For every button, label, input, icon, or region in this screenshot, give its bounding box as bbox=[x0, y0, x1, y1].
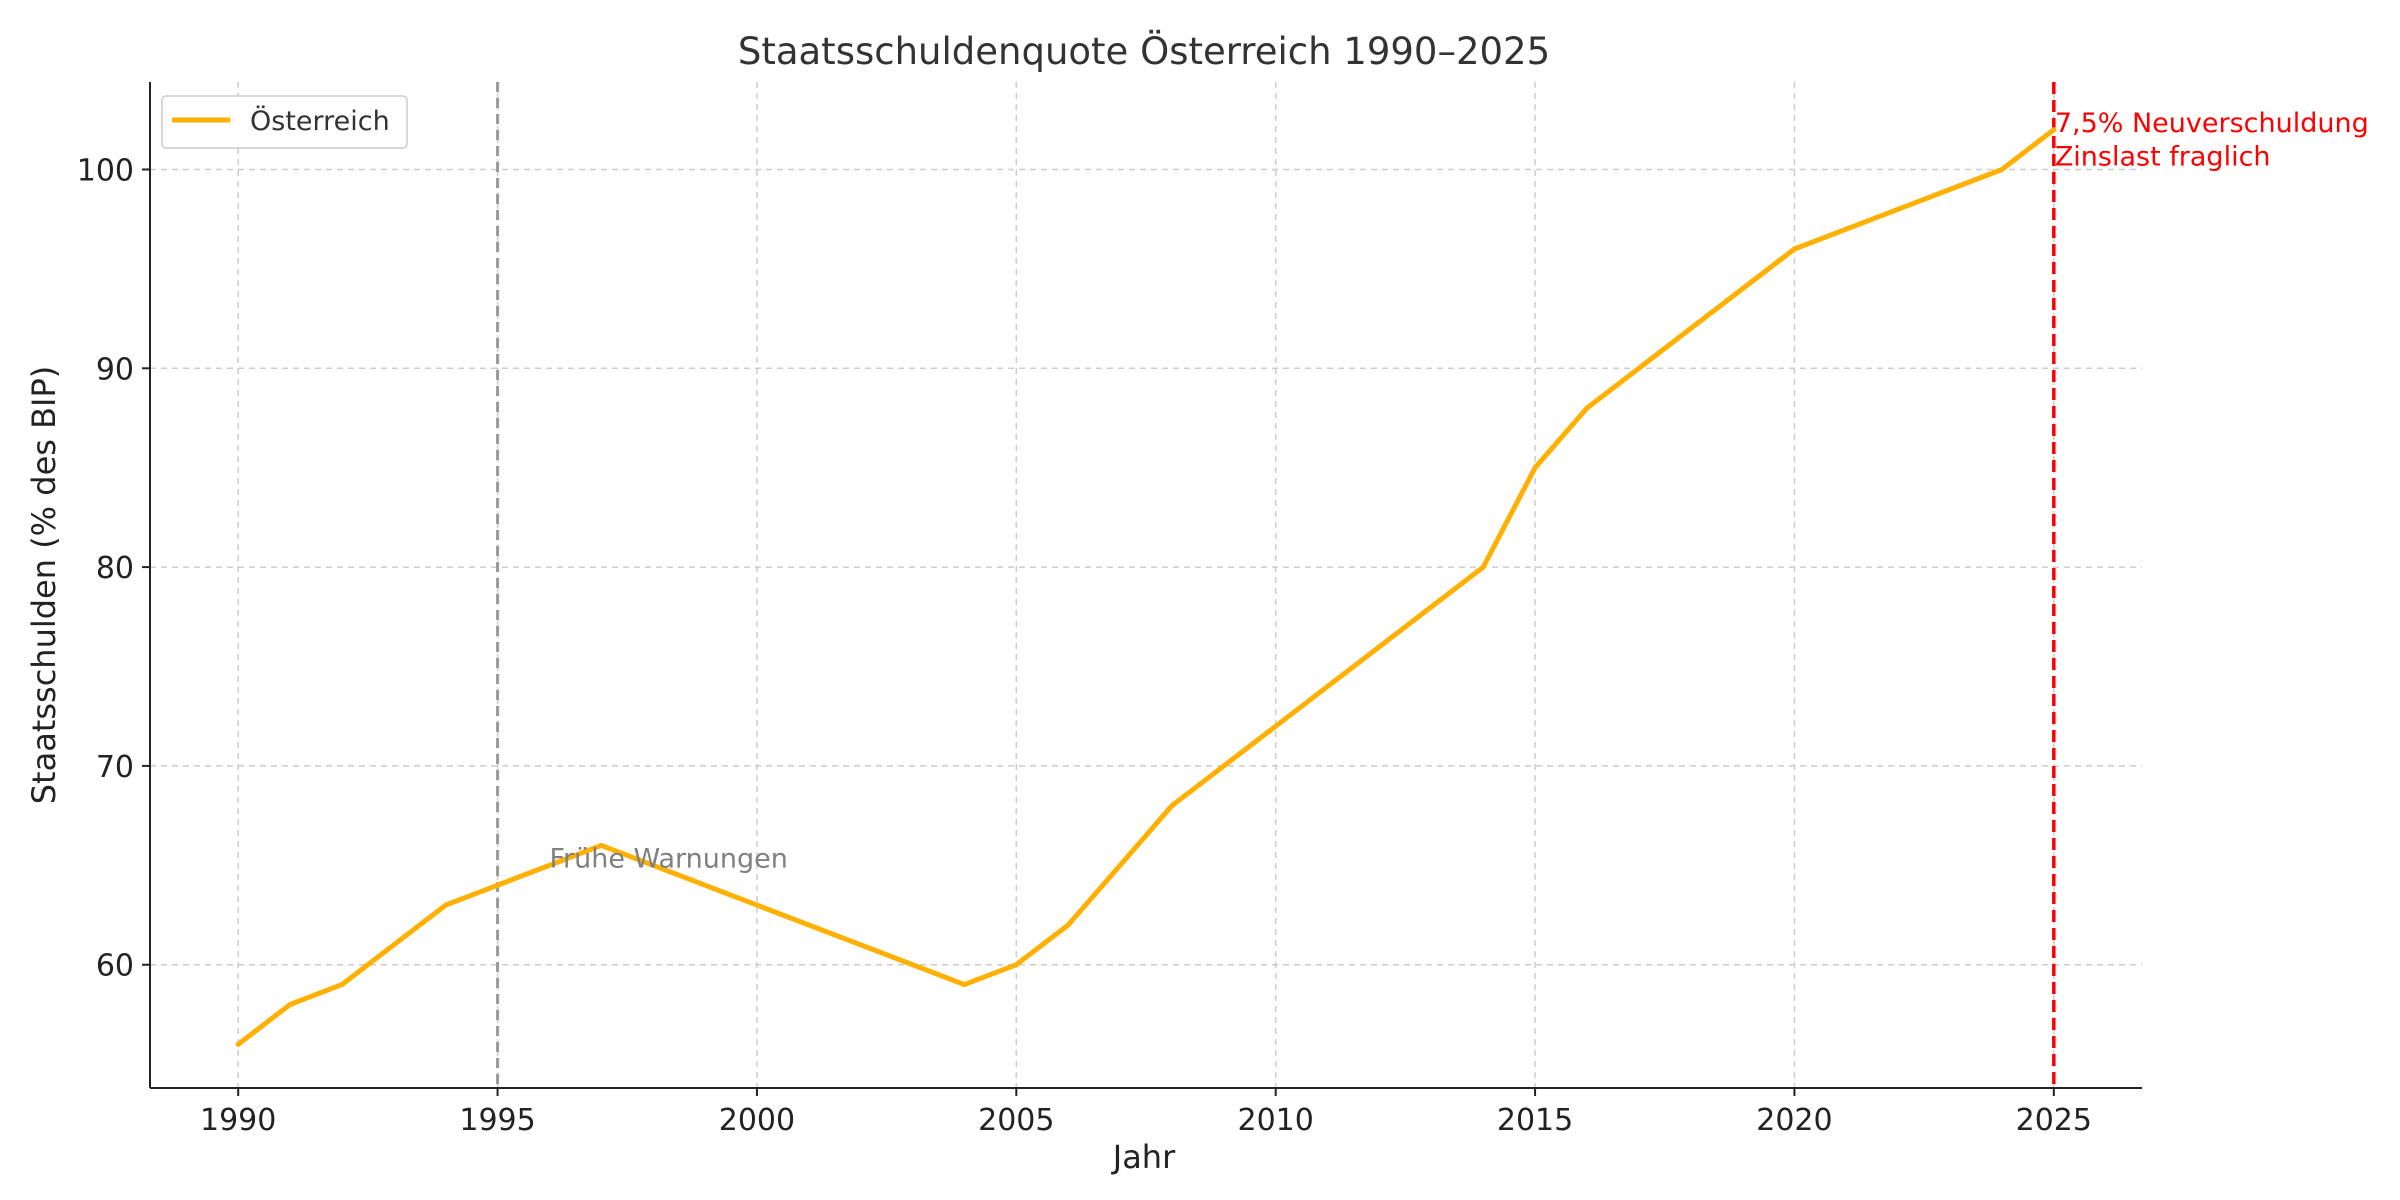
legend-label-oesterreich: Österreich bbox=[250, 105, 390, 137]
data-point-1997 bbox=[598, 842, 604, 848]
annotation-2: Zinslast fraglich bbox=[2055, 142, 2271, 173]
y-axis-label: Staatsschulden (% des BIP) bbox=[25, 366, 63, 805]
x-tick-label-2005: 2005 bbox=[978, 1103, 1054, 1138]
reference-lines bbox=[496, 82, 2056, 1088]
x-tick-label-2000: 2000 bbox=[719, 1103, 795, 1138]
y-tick-label-80: 80 bbox=[96, 551, 134, 586]
data-point-2005 bbox=[1013, 962, 1019, 968]
data-point-1991 bbox=[287, 1001, 293, 1007]
data-point-2020 bbox=[1791, 246, 1797, 252]
y-tick-label-60: 60 bbox=[96, 949, 134, 984]
data-point-1994 bbox=[443, 902, 449, 908]
x-tick-label-2025: 2025 bbox=[2016, 1103, 2092, 1138]
annotation-1: 7,5% Neuverschuldung bbox=[2055, 108, 2369, 139]
y-tick-label-100: 100 bbox=[77, 153, 134, 188]
data-point-1992 bbox=[339, 982, 345, 988]
data-point-1990 bbox=[235, 1041, 241, 1047]
data-point-2006 bbox=[1065, 922, 1071, 928]
legend: Österreich bbox=[161, 95, 408, 149]
chart-title: Staatsschuldenquote Österreich 1990–2025 bbox=[738, 30, 1550, 73]
legend-box bbox=[161, 95, 408, 149]
y-tick-label-90: 90 bbox=[96, 352, 134, 387]
x-tick-label-2010: 2010 bbox=[1238, 1103, 1314, 1138]
x-tick-label-2020: 2020 bbox=[1756, 1103, 1832, 1138]
data-point-2025 bbox=[2051, 127, 2057, 133]
x-axis-label: Jahr bbox=[1111, 1138, 1176, 1176]
annotation-0: Frühe Warnungen bbox=[549, 843, 787, 874]
annotations-layer: Frühe Warnungen 7,5% NeuverschuldungZinsl… bbox=[549, 108, 2368, 875]
data-point-2024 bbox=[1999, 166, 2005, 172]
data-point-2010 bbox=[1273, 723, 1279, 729]
data-point-2014 bbox=[1480, 564, 1486, 570]
data-point-2000 bbox=[754, 902, 760, 908]
series-layer bbox=[235, 127, 2057, 1047]
data-point-2004 bbox=[961, 982, 967, 988]
series-line-oesterreich bbox=[235, 127, 2057, 1047]
data-point-2015 bbox=[1532, 465, 1538, 471]
y-tick-label-70: 70 bbox=[96, 750, 134, 785]
axes-layer: 1990 1995 2000 2005 2010 2015 2020 2025 60 70 80 90… bbox=[77, 82, 2142, 1138]
data-point-2016 bbox=[1584, 405, 1590, 411]
x-tick-label-2015: 2015 bbox=[1497, 1103, 1573, 1138]
x-tick-label-1990: 1990 bbox=[200, 1103, 276, 1138]
data-point-1995 bbox=[495, 882, 501, 888]
x-tick-label-1995: 1995 bbox=[459, 1103, 535, 1138]
data-point-2008 bbox=[1169, 803, 1175, 809]
